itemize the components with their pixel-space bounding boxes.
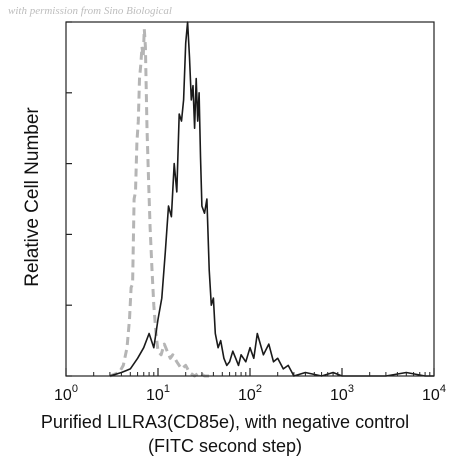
series-layer — [109, 21, 434, 378]
x-axis-title-line2: (FITC second step) — [147, 436, 303, 456]
x-tick-label: 102 — [238, 383, 262, 404]
x-axis-title: Purified LILRA3(CD85e), with negative co… — [0, 410, 450, 458]
watermark-text: with permission from Sino Biological — [8, 5, 172, 17]
negative-control-histogram — [109, 27, 214, 378]
x-axis-title-line1: Purified LILRA3(CD85e), with negative co… — [40, 412, 410, 432]
axes-layer: 100 101 102 103 104 — [54, 21, 446, 404]
y-axis-title: Relative Cell Number — [22, 107, 43, 287]
x-tick-label: 103 — [330, 383, 354, 404]
x-tick-label: 100 — [54, 383, 78, 404]
flow-cytometry-histogram: 100 101 102 103 104 Relative Cell Number — [22, 21, 446, 404]
x-tick-label: 101 — [146, 383, 170, 404]
sample-histogram — [109, 21, 434, 377]
plot-frame — [65, 21, 435, 377]
x-tick-label: 104 — [422, 383, 446, 404]
